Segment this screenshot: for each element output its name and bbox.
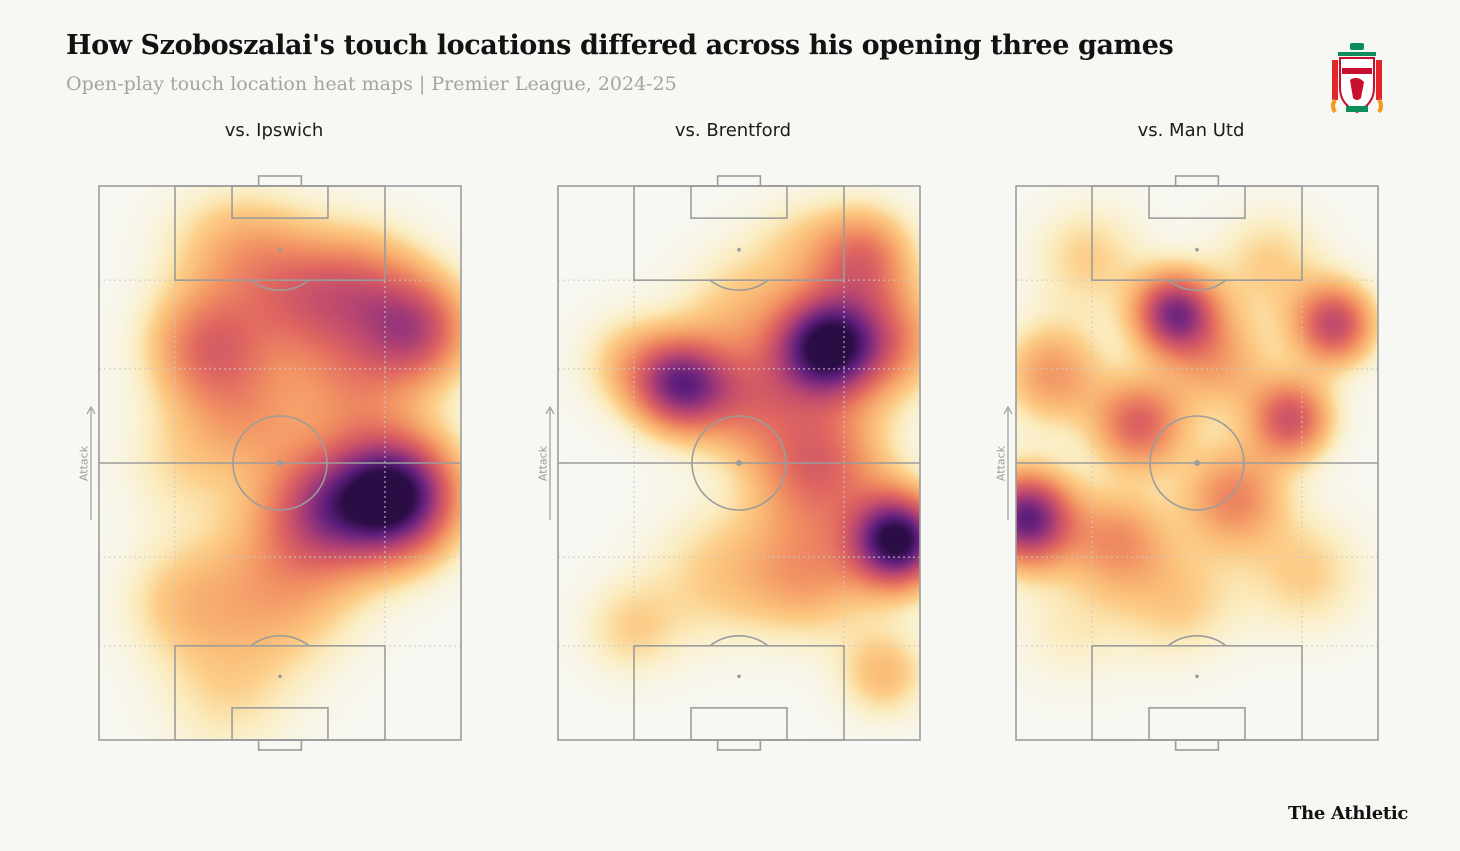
attack-label: Attack (77, 445, 91, 482)
chart-subtitle: Open-play touch location heat maps | Pre… (66, 73, 677, 95)
centre-circle (232, 415, 328, 511)
centre-spot (1194, 460, 1200, 466)
centre-spot (736, 460, 742, 466)
goal-bottom (1174, 739, 1220, 751)
centre-circle (1149, 415, 1245, 511)
goal-bottom (257, 739, 303, 751)
attack-arrow-icon (545, 405, 555, 520)
pitch-heatmap-man-utd (1015, 175, 1379, 751)
panel-title-brentford: vs. Brentford (674, 120, 792, 141)
attack-direction-ipswich: Attack (77, 405, 101, 520)
penalty-spot-bottom (737, 674, 741, 679)
goal-top (257, 175, 303, 187)
centre-circle (691, 415, 787, 511)
penalty-spot-top (1195, 247, 1199, 252)
attack-label: Attack (994, 445, 1008, 482)
panel-title-ipswich: vs. Ipswich (224, 120, 324, 141)
penalty-spot-bottom (278, 674, 282, 679)
attack-arrow-icon (1003, 405, 1013, 520)
goal-top (716, 175, 762, 187)
attack-label: Attack (536, 445, 550, 482)
goal-bottom (716, 739, 762, 751)
penalty-arc-bottom (250, 635, 310, 647)
liverpool-crest-icon (1331, 43, 1383, 114)
penalty-arc-top (250, 279, 310, 291)
pitch-heatmap-ipswich (98, 175, 462, 751)
penalty-arc-bottom (1167, 635, 1227, 647)
attack-arrow-icon (86, 405, 96, 520)
attack-direction-brentford: Attack (536, 405, 560, 520)
penalty-spot-top (278, 247, 282, 252)
centre-spot (277, 460, 283, 466)
panel-title-man-utd: vs. Man Utd (1137, 120, 1245, 141)
penalty-arc-top (1167, 279, 1227, 291)
the-athletic-logo: The Athletic (1288, 803, 1409, 824)
pitch-heatmap-brentford (557, 175, 921, 751)
penalty-spot-bottom (1195, 674, 1199, 679)
goal-top (1174, 175, 1220, 187)
penalty-arc-top (709, 279, 769, 291)
penalty-arc-bottom (709, 635, 769, 647)
attack-direction-man-utd: Attack (994, 405, 1018, 520)
penalty-spot-top (737, 247, 741, 252)
chart-title: How Szoboszalai's touch locations differ… (66, 30, 1174, 61)
